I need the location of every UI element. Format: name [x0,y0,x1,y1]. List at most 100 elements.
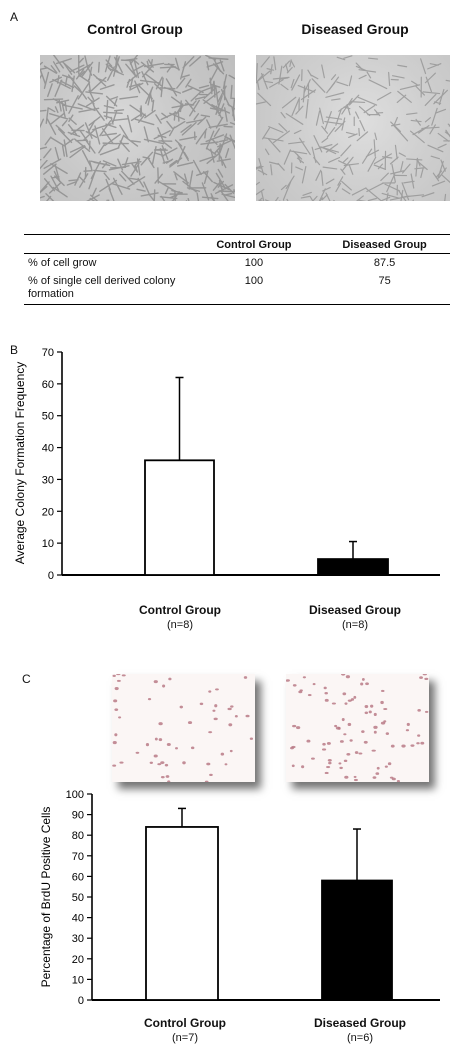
y-tick-label: 60 [72,871,84,883]
cell [134,80,141,94]
cell [285,113,304,125]
cell [134,118,155,126]
cell [182,56,195,69]
cell [189,56,202,67]
cell [43,178,56,192]
nucleus [249,737,254,740]
cell [258,197,263,201]
cell [196,170,209,177]
cell [397,64,408,68]
cell [300,195,311,199]
cell [185,99,196,113]
cell [398,152,406,157]
cell [141,65,153,78]
cell [40,159,48,170]
cell [322,166,338,170]
cell [220,88,230,107]
cell [109,166,127,169]
nucleus [376,766,380,770]
cell [40,67,48,71]
cell [187,85,204,94]
cell [45,195,52,201]
y-tick-label: 10 [42,538,54,550]
cell [396,94,407,104]
nucleus [322,742,326,746]
cell [415,85,425,96]
cell [272,76,290,80]
cell [106,66,116,81]
cell [278,65,283,85]
diseased-cell-texture [256,55,450,201]
cell [260,56,270,68]
cell [325,116,343,120]
cell [230,84,233,100]
cell [333,199,335,201]
cell [181,121,197,136]
cell [340,168,346,175]
cell [192,159,202,176]
nucleus [323,686,327,690]
cell [143,126,150,143]
cell [47,83,53,98]
cell [157,127,164,142]
cell [153,189,156,201]
y-tick-label: 10 [72,974,84,986]
cell [140,61,155,73]
cell [302,191,312,196]
cell [90,76,107,92]
cell [330,74,337,81]
nucleus [334,724,338,728]
cell [183,151,189,160]
bar-control [145,826,219,1001]
cell [154,173,163,184]
cell [325,143,339,153]
cell [280,83,289,91]
cell [40,146,48,150]
cell [257,81,260,91]
nucleus [385,732,390,735]
cell [410,130,425,144]
cell [221,193,235,199]
nucleus [331,702,336,705]
nucleus [424,710,429,713]
cell [422,91,441,95]
nucleus [215,688,219,691]
cell [267,138,281,153]
cell [290,60,296,68]
cell [368,57,379,60]
nucleus [214,704,218,708]
cell [358,69,377,73]
y-tick-label: 70 [42,347,54,359]
cell [268,161,279,165]
cell [104,55,111,73]
cell [43,158,62,170]
cell [104,133,121,147]
cell [214,184,234,195]
y-tick-label: 50 [42,411,54,423]
cell [66,181,77,186]
nucleus [417,734,421,737]
nucleus [312,682,316,686]
cell [305,98,309,119]
cell [337,176,344,186]
cell [336,81,349,87]
cell [102,160,117,167]
cell [321,194,328,201]
chart-c-category-control: Control Group [144,1016,226,1030]
nucleus [230,705,234,708]
cell [40,74,43,80]
nucleus [209,773,213,777]
nucleus [291,764,295,768]
chart-b: 0 10 20 30 40 50 60 70 Average Colony Formation … [13,347,440,582]
cell [52,61,61,73]
cell [206,61,210,71]
cell [298,137,311,156]
cell [312,195,318,201]
cell [64,75,68,87]
cell [206,61,224,68]
cell [86,65,93,76]
cell [208,57,229,60]
cell [126,114,133,133]
cell [256,165,264,169]
cell [341,188,351,195]
